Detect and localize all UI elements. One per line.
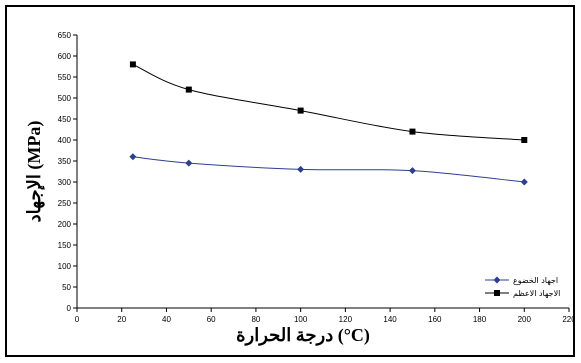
x-tick-label: 200 — [518, 315, 532, 324]
data-point — [408, 167, 416, 175]
y-tick-label: 50 — [62, 283, 71, 292]
y-tick-label: 550 — [58, 73, 72, 82]
x-tick-label: 100 — [294, 315, 308, 324]
data-point — [409, 128, 416, 135]
y-axis-label: الإجهاد (MPa) — [24, 121, 45, 223]
y-tick-label: 400 — [58, 136, 72, 145]
chart-frame: 0 20 40 60 80 100 120 140 160 180 200 220 0 50 100 150… — [5, 5, 575, 357]
legend-marker — [493, 276, 501, 284]
y-tick-label: 200 — [58, 220, 72, 229]
x-tick-label: 80 — [251, 315, 260, 324]
y-tick-label: 0 — [67, 304, 72, 313]
y-ticks: 0 50 100 150 200 250 300 350 400 450 500 550 600 650 — [58, 31, 77, 313]
axes — [76, 35, 569, 309]
x-ticks: 0 20 40 60 80 100 120 140 160 180 200 220 — [75, 308, 573, 324]
series-line-1 — [132, 156, 525, 183]
y-tick-label: 100 — [58, 262, 72, 271]
data-point — [521, 137, 528, 143]
y-tick-label: 250 — [58, 199, 72, 208]
y-tick-label: 500 — [58, 94, 72, 103]
series-markers — [129, 61, 528, 186]
x-tick-label: 0 — [75, 315, 80, 324]
y-tick-label: 300 — [58, 178, 72, 187]
y-tick-label: 350 — [58, 157, 72, 166]
x-axis-label: درجة الحرارة (°C) — [236, 325, 370, 346]
data-point — [129, 61, 136, 68]
x-tick-label: 140 — [383, 315, 397, 324]
legend-label: اجهاد الخضوع — [513, 276, 558, 285]
y-tick-label: 650 — [58, 31, 72, 40]
legend-marker — [494, 290, 500, 296]
x-tick-label: 160 — [428, 315, 442, 324]
x-tick-label: 180 — [473, 315, 487, 324]
line-chart: 0 20 40 60 80 100 120 140 160 180 200 220 0 50 100 150… — [24, 31, 573, 346]
data-point — [297, 165, 305, 173]
series-line-2 — [132, 63, 525, 141]
series-lines — [132, 63, 525, 183]
data-point — [129, 153, 137, 161]
y-tick-label: 150 — [58, 241, 72, 250]
x-tick-label: 20 — [117, 315, 126, 324]
x-tick-label: 120 — [339, 315, 353, 324]
legend-label: الاجهاد الاعظم — [513, 289, 560, 298]
x-tick-label: 220 — [562, 315, 573, 324]
x-tick-label: 60 — [207, 315, 216, 324]
data-point — [297, 107, 304, 114]
x-tick-label: 40 — [162, 315, 171, 324]
legend: اجهاد الخضوع الاجهاد الاعظم — [485, 276, 560, 298]
data-point — [185, 86, 192, 93]
y-tick-label: 450 — [58, 115, 72, 124]
data-point — [520, 178, 528, 186]
y-tick-label: 600 — [58, 52, 72, 61]
data-point — [185, 159, 193, 167]
